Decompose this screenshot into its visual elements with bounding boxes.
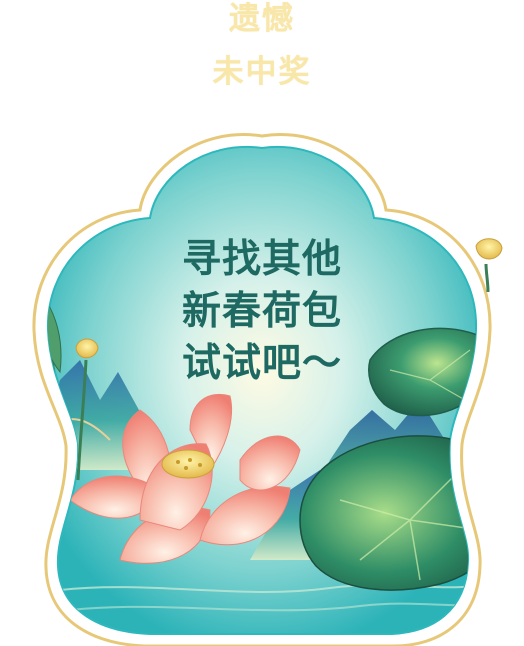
result-subtitle: 未中奖 (212, 54, 312, 90)
result-title: 遗憾 (229, 1, 295, 37)
message-line: 寻找其他 (181, 237, 342, 282)
lotus-pod-icon (75, 338, 99, 359)
lotus-pod-icon (475, 238, 503, 293)
message-line: 试试吧～ (181, 341, 342, 386)
message-line: 新春荷包 (181, 289, 342, 334)
lotus-flower-icon (69, 393, 301, 564)
